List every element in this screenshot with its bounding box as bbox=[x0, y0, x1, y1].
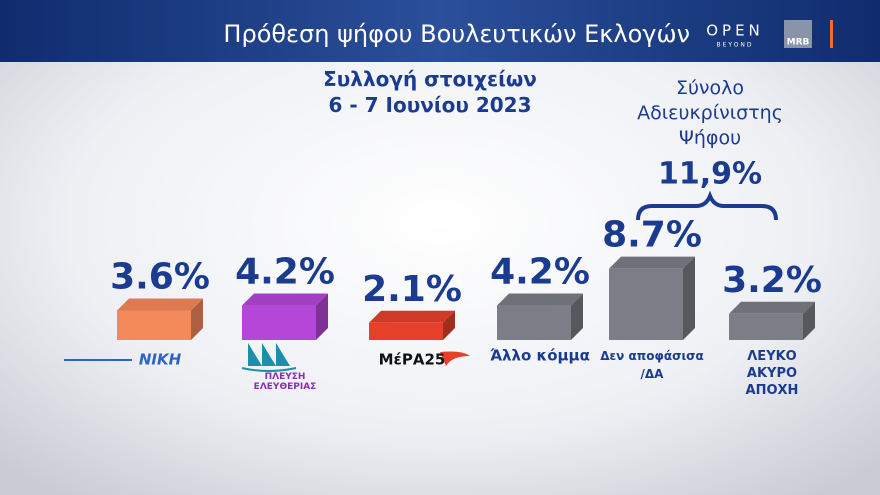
bar bbox=[729, 313, 803, 340]
bar bbox=[497, 305, 571, 340]
chart-title: Πρόθεση ψήφου Βουλευτικών Εκλογών bbox=[223, 20, 690, 48]
bar-side bbox=[191, 298, 203, 340]
annotation-value: 11,9% bbox=[658, 157, 762, 192]
bar-top bbox=[117, 298, 203, 311]
value-label: 3.2% bbox=[722, 260, 822, 301]
bar-side bbox=[683, 256, 695, 340]
bar-side bbox=[803, 301, 815, 340]
header-bar bbox=[0, 0, 880, 62]
bar bbox=[242, 305, 316, 340]
pollster-box bbox=[784, 20, 812, 48]
annotation-brace bbox=[636, 190, 778, 221]
bar-top bbox=[497, 293, 583, 306]
pollster-logo: MRB bbox=[787, 38, 810, 48]
bar bbox=[369, 322, 443, 340]
bar bbox=[609, 268, 683, 340]
party-icon bbox=[64, 343, 470, 372]
bar-side bbox=[571, 293, 583, 340]
value-label: 4.2% bbox=[235, 252, 335, 293]
bar-top bbox=[729, 301, 815, 314]
brand-logo: OPEN bbox=[706, 22, 764, 40]
annotation-text: Σύνολο Αδιευκρίνιστης Ψήφου bbox=[637, 77, 783, 149]
category-label: ΜέΡΑ25 bbox=[379, 351, 446, 369]
bar bbox=[117, 310, 191, 340]
category-label: ΝΙΚΗ bbox=[139, 351, 182, 369]
category-label: Άλλο κόμμα bbox=[490, 347, 590, 365]
bar-top bbox=[242, 293, 328, 306]
category-label: Δεν αποφάσισα/ΔΑ bbox=[600, 349, 704, 381]
bar-side bbox=[443, 310, 455, 340]
subtitle: Συλλογή στοιχείων 6 - 7 Ιουνίου 2023 bbox=[323, 67, 537, 117]
bar-side bbox=[316, 293, 328, 340]
bar-top bbox=[609, 256, 695, 269]
category-label: ΠΛΕΥΣΗ ΕΛΕΥΘΕΡΙΑΣ bbox=[254, 372, 317, 392]
category-label: ΛΕΥΚΟ ΑΚΥΡΟ ΑΠΟΧΗ bbox=[746, 349, 799, 398]
bar-top bbox=[369, 310, 455, 323]
value-label: 4.2% bbox=[490, 252, 590, 293]
accent bbox=[830, 20, 833, 48]
value-label: 2.1% bbox=[362, 269, 462, 310]
brand-logo-sub: BEYOND bbox=[716, 42, 753, 49]
value-label: 3.6% bbox=[110, 256, 210, 297]
value-label: 8.7% bbox=[602, 215, 702, 256]
